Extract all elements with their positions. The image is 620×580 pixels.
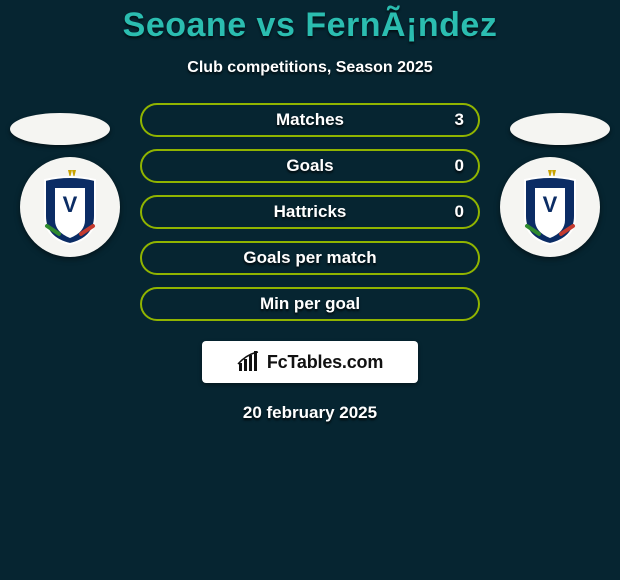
stat-row-goals-per-match: Goals per match xyxy=(140,241,480,275)
stat-row-goals: Goals 0 xyxy=(140,149,480,183)
shield-icon: V xyxy=(515,168,585,246)
club-crest-left: V xyxy=(20,157,120,257)
shield-icon: V xyxy=(35,168,105,246)
stat-right-value: 0 xyxy=(455,202,464,222)
comparison-card: Seoane vs FernÃ¡ndez Club competitions, … xyxy=(0,0,620,423)
stat-right-value: 3 xyxy=(455,110,464,130)
stat-rows: Matches 3 Goals 0 Hattricks 0 Goals per … xyxy=(140,103,480,321)
stat-label: Matches xyxy=(276,110,344,130)
stat-right-value: 0 xyxy=(455,156,464,176)
player-right-placeholder xyxy=(510,113,610,145)
stat-label: Hattricks xyxy=(274,202,347,222)
page-title: Seoane vs FernÃ¡ndez xyxy=(123,6,498,45)
stat-label: Min per goal xyxy=(260,294,360,314)
subtitle: Club competitions, Season 2025 xyxy=(187,59,432,77)
stat-label: Goals xyxy=(286,156,333,176)
stat-row-matches: Matches 3 xyxy=(140,103,480,137)
stat-row-min-per-goal: Min per goal xyxy=(140,287,480,321)
bar-chart-icon xyxy=(237,351,261,373)
stat-label: Goals per match xyxy=(243,248,376,268)
brand-text: FcTables.com xyxy=(267,352,383,373)
svg-text:V: V xyxy=(543,192,558,217)
player-left-placeholder xyxy=(10,113,110,145)
club-crest-right: V xyxy=(500,157,600,257)
stat-row-hattricks: Hattricks 0 xyxy=(140,195,480,229)
stage: V V Matches 3 Goals xyxy=(0,103,620,423)
generation-date: 20 february 2025 xyxy=(243,403,377,423)
svg-text:V: V xyxy=(63,192,78,217)
brand-badge[interactable]: FcTables.com xyxy=(202,341,418,383)
